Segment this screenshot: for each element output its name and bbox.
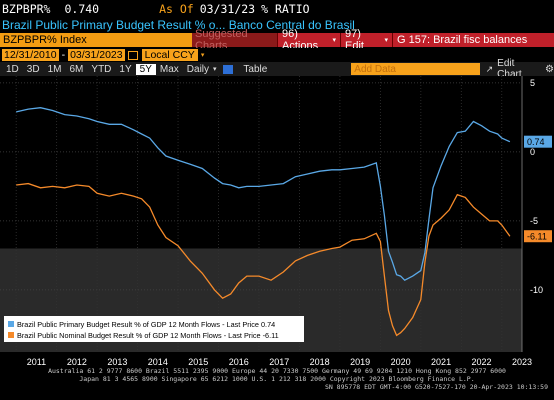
currency-label: Local CCY <box>144 49 195 61</box>
y-axis: 5 0 -5 -10 <box>521 76 543 352</box>
y-tick-label: -5 <box>530 216 538 226</box>
x-tick-label: 2023 <box>512 357 532 367</box>
period-6m[interactable]: 6M <box>69 63 84 75</box>
period-5y[interactable]: 5Y <box>135 63 156 75</box>
grid-lines <box>0 76 522 352</box>
chart-settings-icon[interactable]: ↗ <box>485 63 494 74</box>
chart-name[interactable]: G 157: Brazil fisc balances <box>392 33 554 47</box>
period-1d[interactable]: 1D <box>6 63 19 75</box>
x-tick-label: 2013 <box>107 357 127 367</box>
index-field[interactable]: BZPBPR% Index <box>0 33 192 47</box>
legend-primary: Brazil Public Primary Budget Result % of… <box>17 320 275 329</box>
chevron-down-icon: ▾ <box>200 52 205 59</box>
x-axis: 2011 2012 2013 2014 2015 2016 2017 2018 2019 2020… <box>27 357 532 367</box>
title-bar: Brazil Public Primary Budget Result % o.… <box>0 17 554 33</box>
x-tick-label: 2015 <box>188 357 208 367</box>
chart-area[interactable]: 5 0 -5 -10 2011 2012 2013 2014 2015 2016 2017 2018… <box>0 76 554 370</box>
x-tick-label: 2019 <box>350 357 370 367</box>
x-tick-label: 2016 <box>229 357 249 367</box>
footer-line-2: Japan 81 3 4565 8900 Singapore 65 6212 1… <box>79 375 475 383</box>
gear-icon[interactable]: ⚙ <box>545 63 554 75</box>
chevron-down-icon: ▾ <box>384 37 388 44</box>
calendar-icon[interactable] <box>127 50 138 60</box>
x-tick-label: 2021 <box>431 357 451 367</box>
edit-chart-button[interactable]: Edit Chart <box>497 58 522 80</box>
period-ytd[interactable]: YTD <box>91 63 112 75</box>
x-tick-label: 2022 <box>472 357 492 367</box>
y-tick-label: 5 <box>530 78 535 88</box>
last-price-badge-0 <box>524 135 552 148</box>
footer: Australia 61 2 9777 8600 Brazil 5511 239… <box>0 366 554 400</box>
last-value: 0.740 <box>64 1 100 16</box>
legend-swatch-primary <box>8 321 14 327</box>
ticker-bar: BZPBPR% 0.740 As Of 03/31/23 % RATIO <box>0 0 554 17</box>
footer-line-1: Australia 61 2 9777 8600 Brazil 5511 239… <box>48 367 506 375</box>
legend-box <box>4 316 304 342</box>
x-tick-label: 2011 <box>27 357 46 367</box>
actions-button[interactable]: 96) Actions ▾ <box>277 28 340 52</box>
frequency-select[interactable]: Daily <box>186 63 210 75</box>
period-3d[interactable]: 3D <box>26 63 40 75</box>
add-data-input[interactable]: Add Data <box>351 63 480 75</box>
last-price-labels: 0.74 -6.11 <box>524 135 552 243</box>
date-range-bar: 12/31/2010 - 03/31/2023 Local CCY ▾ <box>0 48 554 62</box>
start-date-input[interactable]: 12/31/2010 <box>2 49 59 61</box>
toolbar: BZPBPR% Index Suggested Charts 96) Actio… <box>0 28 554 52</box>
end-date-input[interactable]: 03/31/2023 <box>68 49 125 61</box>
x-tick-label: 2012 <box>67 357 87 367</box>
edit-button[interactable]: 97) Edit ▾ <box>340 28 392 52</box>
currency-select[interactable]: Local CCY <box>141 49 198 61</box>
end-date: 03/31/2023 <box>70 49 123 61</box>
x-tick-label: 2014 <box>148 357 168 367</box>
start-date: 12/31/2010 <box>4 49 57 61</box>
add-data-label: Add Data <box>354 63 396 75</box>
series-lines <box>16 107 511 337</box>
period-1m[interactable]: 1M <box>47 63 62 75</box>
y-tick-label: 0 <box>530 147 535 157</box>
table-button[interactable]: Table <box>243 63 268 75</box>
period-max[interactable]: Max <box>159 63 179 75</box>
date-separator: - <box>61 49 66 61</box>
series-line-0 <box>16 107 511 281</box>
chevron-down-icon: ▾ <box>332 37 336 44</box>
x-tick-label: 2017 <box>269 357 289 367</box>
index-label: BZPBPR% Index <box>3 34 87 46</box>
last-price-text-0: 0.74 <box>527 137 545 147</box>
period-bar: 1D 3D 1M 6M YTD 1Y 5Y Max Daily ▾ Table … <box>0 58 554 80</box>
as-of-label: As Of <box>159 1 194 16</box>
series-title: Brazil Public Primary Budget Result % o.… <box>2 18 355 32</box>
legend-nominal: Brazil Public Nominal Budget Result % of… <box>17 331 279 340</box>
suggested-charts-button[interactable]: Suggested Charts <box>192 28 277 52</box>
line-chart-icon[interactable] <box>222 64 234 74</box>
chevron-down-icon: ▾ <box>213 66 217 73</box>
last-price-text-1: -6.11 <box>527 232 547 242</box>
period-1y[interactable]: 1Y <box>119 63 132 75</box>
chart-name-label: G 157: Brazil fisc balances <box>397 34 528 46</box>
series-line-1 <box>16 182 511 337</box>
last-price-badge-1 <box>524 230 552 243</box>
chart-svg: 5 0 -5 -10 2011 2012 2013 2014 2015 2016 2017 2018… <box>0 76 552 370</box>
legend-swatch-nominal <box>8 332 14 338</box>
unit-label: % RATIO <box>261 1 310 16</box>
y-tick-label: -10 <box>530 285 543 295</box>
footer-line-3: SN 895778 EDT GMT-4:00 G520-7527-170 20-… <box>324 383 548 391</box>
ticker-symbol: BZPBPR% <box>2 1 51 16</box>
x-tick-label: 2020 <box>391 357 411 367</box>
as-of-date: 03/31/23 <box>199 1 256 16</box>
x-tick-label: 2018 <box>310 357 330 367</box>
